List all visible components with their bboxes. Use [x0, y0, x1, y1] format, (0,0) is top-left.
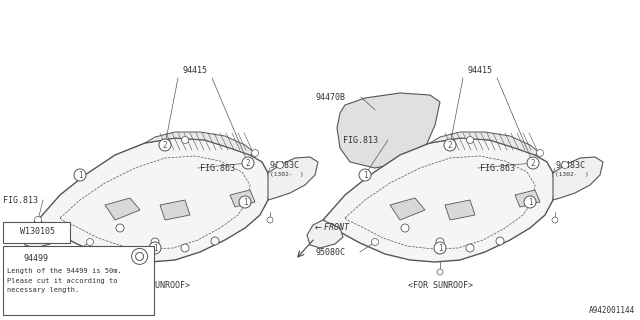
- Text: FIG.863: FIG.863: [200, 164, 235, 172]
- Circle shape: [267, 217, 273, 223]
- Circle shape: [444, 139, 456, 151]
- Circle shape: [436, 238, 444, 246]
- Polygon shape: [22, 220, 58, 248]
- Circle shape: [159, 139, 171, 151]
- Polygon shape: [160, 200, 190, 220]
- Text: necessary length.: necessary length.: [7, 287, 79, 293]
- Text: 1: 1: [153, 244, 157, 252]
- Text: 94415: 94415: [182, 66, 207, 75]
- Text: 2: 2: [163, 140, 167, 149]
- Text: (1302-  ): (1302- ): [270, 172, 304, 177]
- Text: 94415: 94415: [467, 66, 493, 75]
- Polygon shape: [307, 220, 343, 248]
- Text: Please cut it according to: Please cut it according to: [7, 278, 118, 284]
- Circle shape: [132, 248, 148, 264]
- Circle shape: [552, 217, 558, 223]
- Polygon shape: [515, 190, 540, 207]
- Circle shape: [86, 238, 93, 245]
- Text: 94470B: 94470B: [315, 92, 345, 101]
- Circle shape: [252, 149, 259, 156]
- Polygon shape: [38, 138, 270, 262]
- Polygon shape: [430, 132, 540, 155]
- Text: A942001144: A942001144: [589, 306, 635, 315]
- Circle shape: [466, 244, 474, 252]
- Circle shape: [242, 157, 254, 169]
- Text: 1: 1: [243, 197, 247, 206]
- Text: FIG.863: FIG.863: [480, 164, 515, 172]
- Bar: [3, 222, 70, 243]
- Polygon shape: [145, 132, 255, 155]
- Text: 95080C: 95080C: [30, 247, 60, 257]
- Text: FIG.813: FIG.813: [343, 135, 378, 145]
- Text: <FOR SUNROOF>: <FOR SUNROOF>: [408, 281, 472, 290]
- Text: FIG.813: FIG.813: [3, 196, 38, 204]
- Text: 2: 2: [448, 140, 452, 149]
- Circle shape: [74, 169, 86, 181]
- Text: 1: 1: [528, 197, 532, 206]
- Text: $\leftarrow$FRONT: $\leftarrow$FRONT: [313, 221, 351, 232]
- Circle shape: [359, 169, 371, 181]
- Text: (1302-  ): (1302- ): [555, 172, 589, 177]
- Polygon shape: [390, 198, 425, 220]
- Circle shape: [524, 196, 536, 208]
- Text: 2: 2: [246, 158, 250, 167]
- Text: 2: 2: [531, 158, 535, 167]
- Circle shape: [561, 162, 568, 169]
- Text: <EXC. SUNROOF>: <EXC. SUNROOF>: [120, 281, 190, 290]
- Circle shape: [6, 250, 18, 262]
- Text: Length of the 94499 is 50m.: Length of the 94499 is 50m.: [7, 268, 122, 274]
- Polygon shape: [553, 157, 603, 200]
- Circle shape: [239, 196, 251, 208]
- Polygon shape: [323, 138, 555, 262]
- Circle shape: [276, 162, 284, 169]
- Polygon shape: [445, 200, 475, 220]
- Text: 1: 1: [10, 253, 14, 260]
- Polygon shape: [268, 157, 318, 200]
- Polygon shape: [337, 93, 440, 168]
- Polygon shape: [230, 190, 255, 207]
- Text: 1: 1: [438, 244, 442, 252]
- Circle shape: [136, 252, 143, 260]
- Circle shape: [496, 237, 504, 245]
- Text: 95080C: 95080C: [315, 247, 345, 257]
- Text: 1: 1: [363, 171, 367, 180]
- Text: 1: 1: [77, 171, 83, 180]
- Circle shape: [211, 237, 219, 245]
- Circle shape: [401, 224, 409, 232]
- Text: W130105: W130105: [20, 227, 55, 236]
- Circle shape: [116, 224, 124, 232]
- Bar: [3, 246, 154, 315]
- Circle shape: [35, 237, 41, 243]
- Circle shape: [434, 242, 446, 254]
- Circle shape: [536, 149, 543, 156]
- Circle shape: [371, 238, 378, 245]
- Circle shape: [182, 137, 189, 143]
- Text: 94483C: 94483C: [555, 161, 585, 170]
- Circle shape: [149, 242, 161, 254]
- Text: 94499: 94499: [23, 254, 48, 263]
- Circle shape: [467, 137, 474, 143]
- Circle shape: [181, 244, 189, 252]
- Text: 2: 2: [9, 230, 13, 236]
- Circle shape: [151, 238, 159, 246]
- Circle shape: [6, 227, 17, 238]
- Circle shape: [527, 157, 539, 169]
- Circle shape: [35, 217, 42, 223]
- Circle shape: [437, 269, 443, 275]
- Polygon shape: [105, 198, 140, 220]
- Text: 94483C: 94483C: [270, 161, 300, 170]
